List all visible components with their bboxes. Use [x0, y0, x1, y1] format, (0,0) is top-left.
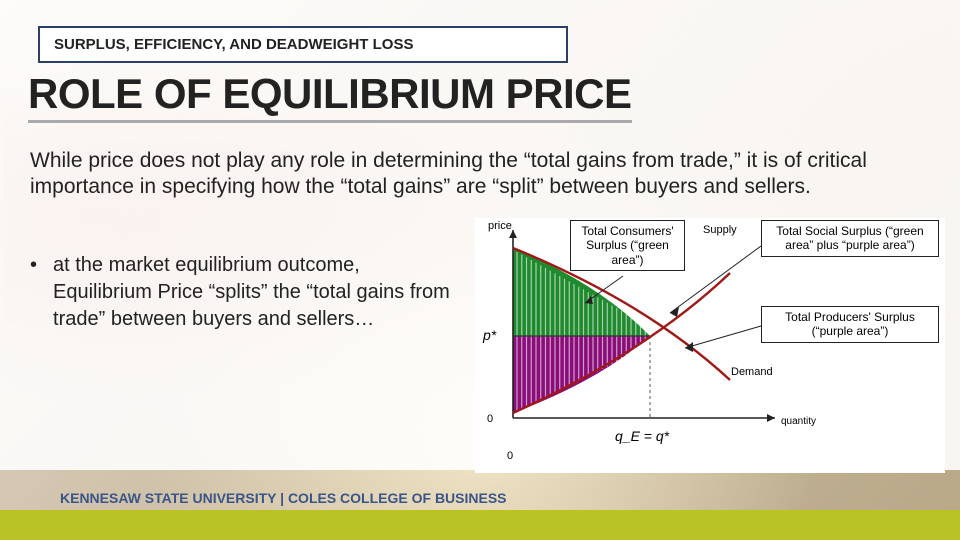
bullet-item: • at the market equilibrium outcome, Equ… — [30, 252, 450, 333]
label-pstar: p* — [483, 327, 496, 343]
footer-text: KENNESAW STATE UNIVERSITY | COLES COLLEG… — [60, 490, 507, 506]
topic-box: SURPLUS, EFFICIENCY, AND DEADWEIGHT LOSS — [38, 26, 568, 63]
label-zero-below: 0 — [507, 450, 513, 462]
bullet-marker: • — [30, 252, 37, 333]
legend-consumers: Total Consumers' Surplus (“green area”) — [570, 220, 685, 271]
axis-label-price: price — [488, 220, 512, 232]
intro-paragraph: While price does not play any role in de… — [30, 148, 930, 201]
label-qe: q_E = q* — [615, 428, 669, 444]
legend-demand: Demand — [731, 366, 773, 378]
legend-supply: Supply — [703, 224, 737, 236]
surplus-chart: Total Consumers' Surplus (“green area”) … — [475, 218, 945, 473]
footer-bar — [0, 510, 960, 540]
label-origin: 0 — [487, 413, 493, 425]
slide-title: ROLE OF EQUILIBRIUM PRICE — [28, 70, 632, 123]
legend-producers: Total Producers' Surplus (“purple area”) — [761, 306, 939, 343]
axis-label-quantity: quantity — [781, 416, 816, 427]
legend-social: Total Social Surplus (“green area” plus … — [761, 220, 939, 257]
bullet-text: at the market equilibrium outcome, Equil… — [53, 252, 450, 333]
